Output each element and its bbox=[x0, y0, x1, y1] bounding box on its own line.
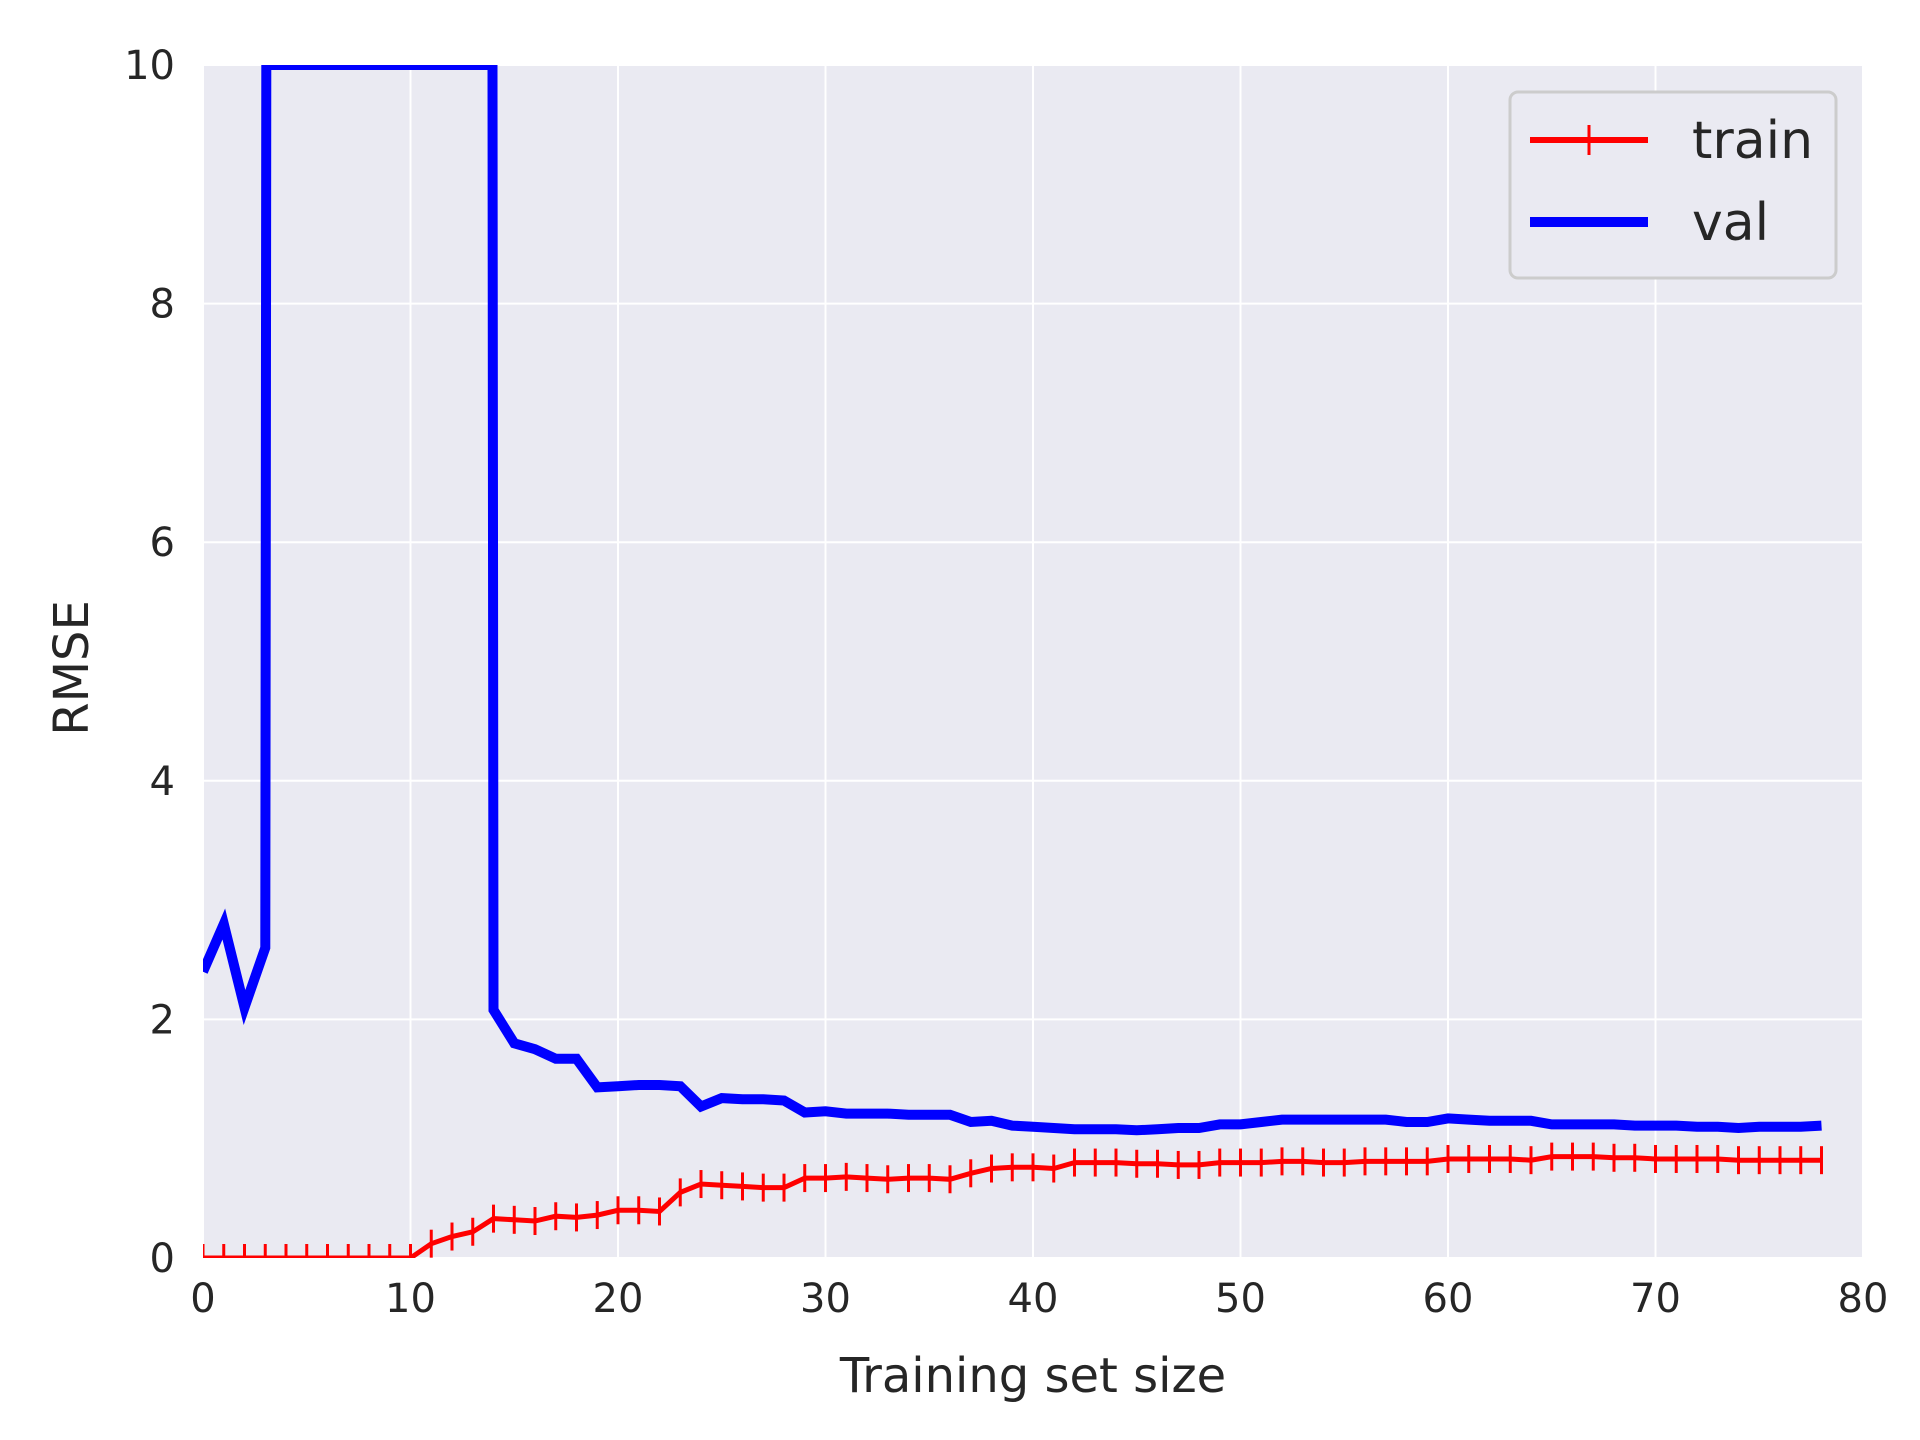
x-tick-label: 20 bbox=[593, 1276, 644, 1322]
x-tick-label: 70 bbox=[1630, 1276, 1681, 1322]
x-tick-label: 60 bbox=[1423, 1276, 1474, 1322]
x-tick-label: 40 bbox=[1008, 1276, 1059, 1322]
x-tick-label: 10 bbox=[385, 1276, 436, 1322]
legend: train val bbox=[1508, 90, 1838, 280]
x-tick-label: 80 bbox=[1838, 1276, 1889, 1322]
x-tick-label: 50 bbox=[1215, 1276, 1266, 1322]
tick-labels: 0 10 20 30 40 50 60 70 80 0 2 4 6 8 10 bbox=[124, 43, 1888, 1322]
y-axis-label: RMSE bbox=[44, 600, 100, 736]
x-axis-label: Training set size bbox=[839, 1348, 1226, 1404]
y-tick-label: 6 bbox=[150, 520, 175, 566]
y-tick-label: 8 bbox=[150, 282, 175, 328]
series-layer bbox=[203, 65, 1823, 1258]
y-tick-label: 10 bbox=[124, 43, 175, 89]
y-tick-label: 4 bbox=[150, 759, 175, 805]
y-tick-label: 2 bbox=[150, 997, 175, 1043]
legend-val-label: val bbox=[1692, 193, 1769, 253]
legend-train-label: train bbox=[1692, 111, 1813, 171]
y-tick-label: 0 bbox=[150, 1236, 175, 1282]
x-tick-label: 0 bbox=[190, 1276, 215, 1322]
series-line-val bbox=[203, 65, 1822, 1136]
x-tick-label: 30 bbox=[800, 1276, 851, 1322]
